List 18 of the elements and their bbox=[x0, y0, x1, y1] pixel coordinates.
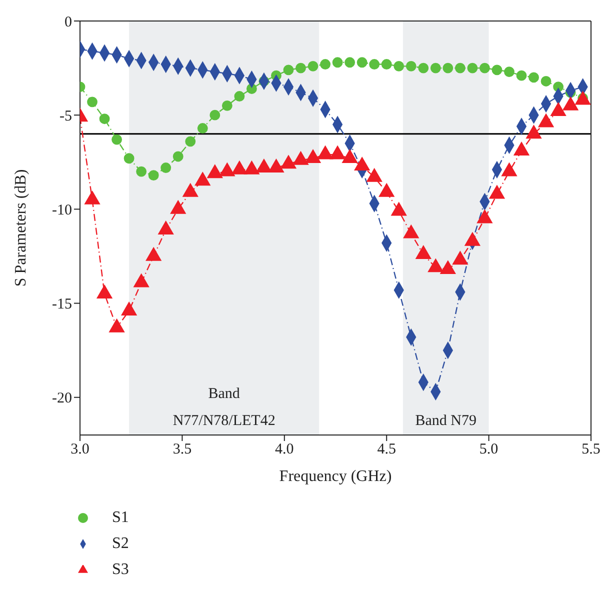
band-label: Band N79 bbox=[415, 413, 476, 429]
y-axis-title: S Parameters (dB) bbox=[12, 169, 30, 287]
legend-label: S1 bbox=[112, 509, 129, 526]
legend-label: S2 bbox=[112, 535, 129, 552]
y-tick-label: -10 bbox=[52, 202, 72, 219]
y-tick-label: -5 bbox=[60, 108, 72, 124]
x-tick-label: 3.5 bbox=[172, 442, 192, 458]
x-tick-label: 3.0 bbox=[70, 442, 90, 458]
x-tick-label: 5.0 bbox=[479, 442, 498, 458]
band-label: Band N77/N78/LET42 bbox=[172, 386, 276, 429]
y-tick-label: -20 bbox=[52, 390, 72, 407]
x-tick-label: 4.5 bbox=[377, 442, 396, 458]
legend-label: S3 bbox=[112, 561, 129, 578]
x-tick-label: 4.0 bbox=[275, 442, 294, 458]
x-tick-label: 5.5 bbox=[582, 442, 600, 458]
y-tick-label: -15 bbox=[52, 296, 72, 313]
y-tick-label: 0 bbox=[64, 14, 72, 30]
x-axis-title: Frequency (GHz) bbox=[279, 468, 392, 485]
